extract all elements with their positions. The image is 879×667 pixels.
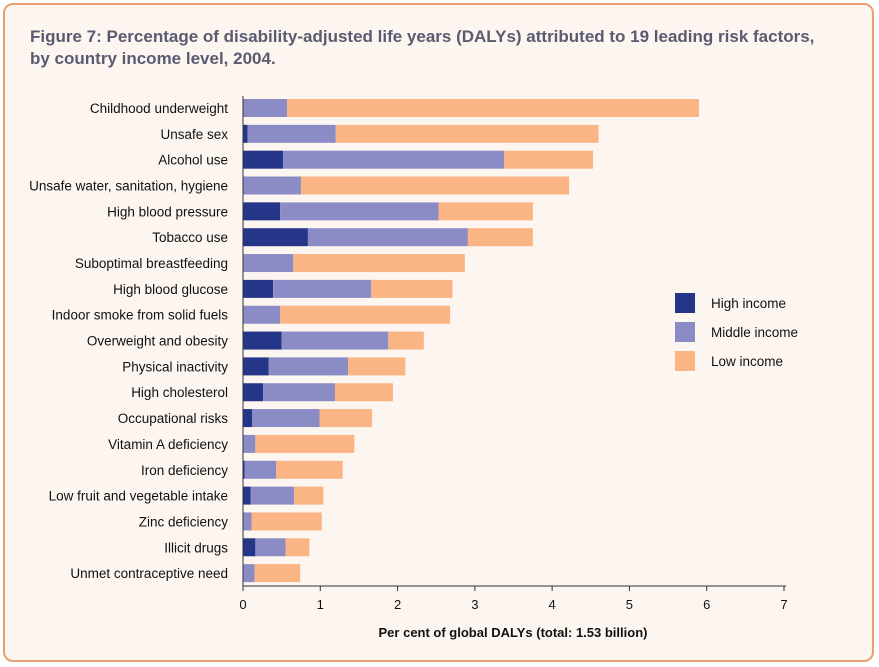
bar-segment-middle <box>255 538 286 557</box>
x-tick-label: 4 <box>549 597 556 612</box>
x-tick-label: 2 <box>394 597 401 612</box>
bar-segment-high <box>243 409 253 428</box>
bars-group <box>243 99 699 583</box>
category-label: Suboptimal breastfeeding <box>75 256 228 271</box>
bar-segment-middle <box>263 383 335 402</box>
category-label: High cholesterol <box>131 385 228 400</box>
bar-segment-high <box>243 383 264 402</box>
x-axis-label: Per cent of global DALYs (total: 1.53 bi… <box>379 625 648 640</box>
bar-segment-low <box>371 279 453 298</box>
bar-segment-high <box>243 279 274 298</box>
legend-swatch-low <box>675 351 695 371</box>
bar-segment-high <box>243 460 245 479</box>
bar-segment-middle <box>280 202 439 221</box>
x-tick-label: 5 <box>626 597 633 612</box>
category-label: Iron deficiency <box>141 463 228 478</box>
bar-segment-middle <box>250 486 295 505</box>
legend-label-low: Low income <box>711 354 783 369</box>
category-label: Physical inactivity <box>122 359 228 374</box>
bar-segment-high <box>243 331 282 350</box>
bar-segment-low <box>280 305 451 324</box>
bar-segment-middle <box>273 279 372 298</box>
bar-segment-low <box>334 383 393 402</box>
bar-segment-low <box>255 434 355 453</box>
category-label: Childhood underweight <box>90 101 228 116</box>
bar-segment-low <box>285 538 310 557</box>
category-label: Illicit drugs <box>164 540 228 555</box>
category-label: Low fruit and vegetable intake <box>49 489 228 504</box>
bar-segment-high <box>243 150 284 169</box>
legend-swatch-high <box>675 293 695 313</box>
bar-segment-high <box>243 202 281 221</box>
bar-segment-low <box>294 486 324 505</box>
bar-segment-low <box>293 254 465 273</box>
bar-segment-middle <box>281 331 389 350</box>
bar-segment-low <box>438 202 533 221</box>
bar-segment-low <box>276 460 343 479</box>
legend-swatch-middle <box>675 322 695 342</box>
x-tick-label: 3 <box>471 597 478 612</box>
bar-segment-middle <box>252 409 320 428</box>
category-labels: Childhood underweight Unsafe sex Alcohol u… <box>29 101 228 581</box>
bar-segment-middle <box>243 434 256 453</box>
bar-segment-middle <box>244 460 277 479</box>
bar-segment-middle <box>247 124 336 143</box>
bar-segment-high <box>243 357 269 376</box>
bar-segment-low <box>300 176 570 195</box>
category-label: Overweight and obesity <box>87 334 228 349</box>
bar-segment-middle <box>283 150 505 169</box>
bar-segment-low <box>251 512 322 531</box>
category-label: Occupational risks <box>118 411 229 426</box>
x-tick-label: 0 <box>239 597 246 612</box>
bar-segment-low <box>467 228 533 247</box>
legend: High income Middle income Low income <box>675 293 798 371</box>
bar-segment-middle <box>307 228 468 247</box>
category-label: Indoor smoke from solid fuels <box>52 308 229 323</box>
category-label: High blood pressure <box>107 204 228 219</box>
category-label: Unmet contraceptive need <box>70 566 228 581</box>
category-label: High blood glucose <box>113 282 228 297</box>
x-tick-label: 7 <box>780 597 787 612</box>
category-label: Unsafe water, sanitation, hygiene <box>29 179 228 194</box>
bar-segment-high <box>243 124 248 143</box>
legend-label-high: High income <box>711 296 786 311</box>
bar-segment-middle <box>243 99 288 117</box>
bar-segment-low <box>287 99 699 117</box>
bar-segment-low <box>348 357 406 376</box>
bar-segment-low <box>254 564 301 583</box>
bar-segment-middle <box>268 357 349 376</box>
figure-title: Figure 7: Percentage of disability-adjus… <box>30 27 815 68</box>
category-label: Unsafe sex <box>160 127 228 142</box>
bar-segment-low <box>319 409 373 428</box>
category-label: Alcohol use <box>158 153 228 168</box>
bar-segment-low <box>388 331 424 350</box>
x-tick-label: 1 <box>317 597 324 612</box>
legend-label-middle: Middle income <box>711 325 798 340</box>
bar-segment-low <box>335 124 599 143</box>
category-label: Vitamin A deficiency <box>108 437 228 452</box>
x-ticks: 0 1 2 3 4 5 6 7 <box>239 586 788 612</box>
bar-segment-high <box>243 486 251 505</box>
bar-segment-low <box>504 150 594 169</box>
bar-segment-middle <box>243 254 294 273</box>
bar-segment-middle <box>243 176 301 195</box>
category-label: Tobacco use <box>152 230 228 245</box>
bar-segment-high <box>243 538 256 557</box>
bar-segment-middle <box>243 305 281 324</box>
bar-segment-middle <box>243 564 255 583</box>
category-label: Zinc deficiency <box>139 514 229 529</box>
bar-segment-middle <box>243 512 252 531</box>
x-tick-label: 6 <box>703 597 710 612</box>
bar-segment-high <box>243 228 308 247</box>
